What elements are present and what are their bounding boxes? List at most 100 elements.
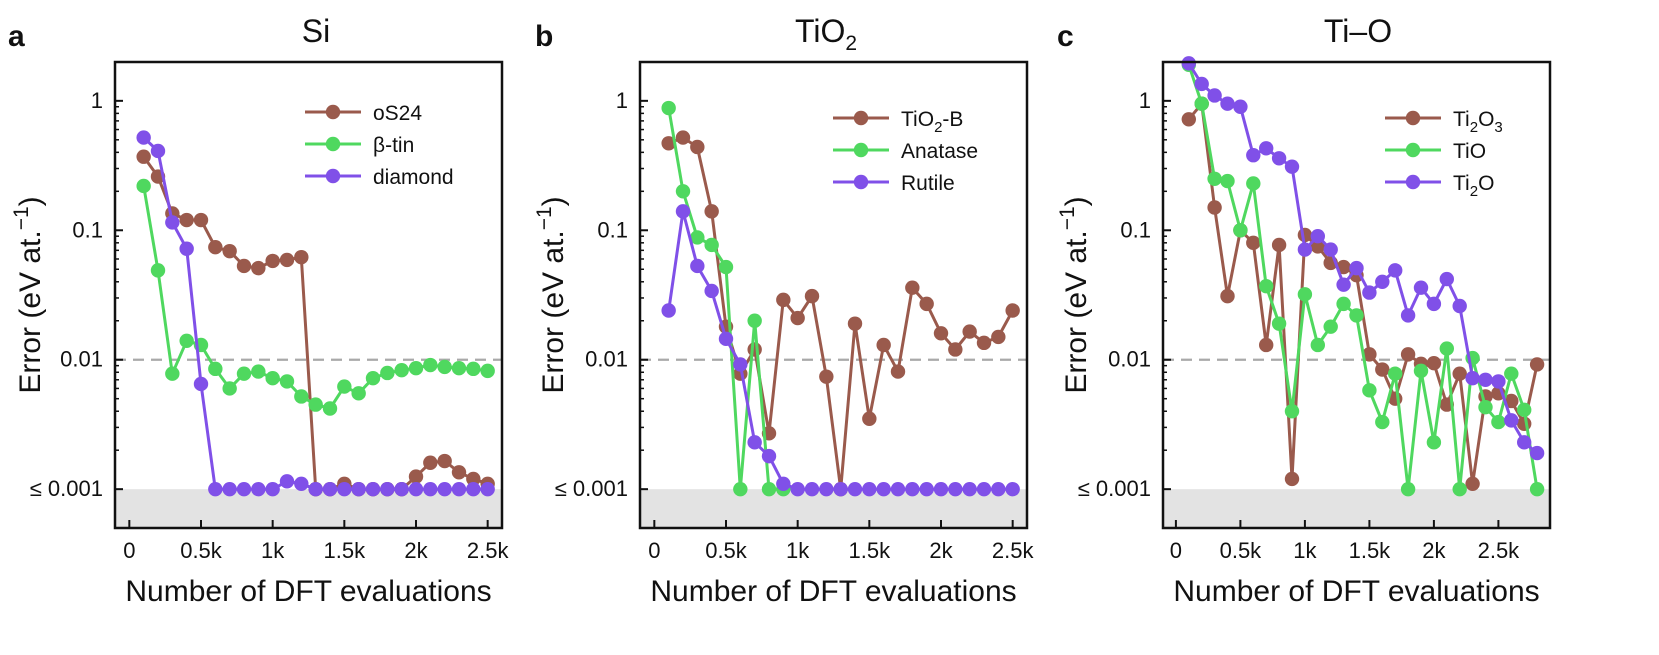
data-point bbox=[704, 283, 719, 299]
legend-marker bbox=[853, 142, 869, 158]
legend-marker bbox=[325, 168, 341, 184]
data-point bbox=[308, 481, 323, 497]
data-point bbox=[1478, 399, 1493, 415]
data-point bbox=[819, 481, 834, 497]
data-point bbox=[876, 337, 891, 353]
data-point bbox=[1504, 393, 1519, 409]
data-point bbox=[790, 310, 805, 326]
data-point bbox=[208, 240, 223, 255]
series-2 bbox=[661, 204, 1020, 497]
data-point bbox=[265, 253, 280, 269]
data-point bbox=[747, 435, 762, 450]
floor-region bbox=[115, 489, 502, 528]
data-point bbox=[1388, 366, 1403, 381]
legend-marker bbox=[1405, 142, 1421, 158]
data-point bbox=[236, 258, 252, 274]
legend-marker bbox=[853, 174, 869, 190]
data-point bbox=[222, 481, 237, 497]
series-2 bbox=[136, 130, 495, 497]
x-tick-label: 0.5k bbox=[1220, 538, 1263, 563]
data-point bbox=[1375, 414, 1390, 430]
data-point bbox=[1323, 242, 1338, 257]
data-point bbox=[862, 481, 877, 497]
panel-a: 0 0.5k 1k 1.5k 2k 2.5k 1 0.1 0.01 ≤ 0.001 a Si Numbe… bbox=[8, 13, 509, 608]
legend-label-subscript: 2 bbox=[1470, 119, 1478, 136]
data-point bbox=[819, 369, 834, 384]
legend-label: diamond bbox=[373, 166, 454, 189]
data-point bbox=[294, 389, 309, 404]
y-tick-label: 0.1 bbox=[1120, 217, 1151, 242]
x-tick-label: 1k bbox=[261, 538, 285, 563]
data-point bbox=[747, 342, 762, 357]
data-point bbox=[1388, 263, 1403, 278]
data-point bbox=[890, 481, 906, 497]
data-point bbox=[1246, 235, 1261, 251]
legend-item: Ti2O3 bbox=[1385, 108, 1503, 136]
data-point bbox=[208, 481, 223, 497]
data-point bbox=[704, 204, 719, 219]
data-point bbox=[747, 313, 762, 328]
series-0 bbox=[136, 149, 495, 497]
legend-label-text: β-tin bbox=[373, 134, 414, 157]
data-point bbox=[1529, 481, 1545, 497]
data-point bbox=[1271, 316, 1287, 331]
x-tick-label: 1.5k bbox=[849, 538, 892, 563]
data-point bbox=[451, 481, 467, 497]
data-point bbox=[394, 481, 409, 497]
data-point bbox=[1426, 356, 1442, 371]
data-point bbox=[704, 237, 719, 253]
data-point bbox=[251, 481, 266, 497]
data-point bbox=[919, 481, 934, 497]
data-point bbox=[1491, 414, 1506, 430]
legend-marker bbox=[1405, 174, 1421, 190]
data-point bbox=[193, 212, 209, 228]
y-tick-label: 0.1 bbox=[72, 217, 103, 242]
data-point bbox=[847, 316, 863, 331]
legend-marker bbox=[325, 136, 341, 152]
panel-title: Ti–O bbox=[1324, 13, 1392, 49]
data-point bbox=[408, 469, 424, 484]
data-point bbox=[365, 481, 381, 497]
data-point bbox=[1297, 242, 1313, 257]
data-point bbox=[380, 481, 395, 497]
y-axis-label: Error (eV at.−1) bbox=[1056, 196, 1093, 393]
data-point bbox=[394, 362, 409, 378]
data-point bbox=[1400, 481, 1416, 497]
legend-label-text: Anatase bbox=[901, 140, 978, 163]
data-point bbox=[236, 481, 252, 497]
data-point bbox=[1246, 148, 1261, 163]
x-tick-label: 0.5k bbox=[705, 538, 748, 563]
data-point bbox=[1207, 171, 1222, 186]
x-axis-label: Number of DFT evaluations bbox=[1173, 575, 1539, 608]
y-tick-label: 1 bbox=[1139, 88, 1151, 113]
data-point bbox=[337, 379, 352, 394]
x-axis-label: Number of DFT evaluations bbox=[650, 575, 1016, 608]
data-point bbox=[279, 474, 295, 489]
series-line bbox=[668, 136, 1015, 491]
y-tick-label: 0.1 bbox=[597, 217, 628, 242]
data-point bbox=[1259, 337, 1274, 353]
data-point bbox=[322, 481, 338, 497]
series-2 bbox=[1181, 56, 1545, 461]
data-point bbox=[1259, 278, 1274, 294]
data-point bbox=[1426, 296, 1442, 312]
data-point bbox=[1400, 347, 1416, 362]
data-point bbox=[150, 263, 166, 278]
x-tick-label: 2.5k bbox=[1478, 538, 1521, 563]
data-point bbox=[1504, 413, 1519, 428]
y-tick-label: 1 bbox=[616, 88, 628, 113]
data-point bbox=[1284, 159, 1300, 174]
data-point bbox=[1233, 99, 1248, 114]
data-point bbox=[790, 481, 805, 497]
legend-label-suffix: -B bbox=[942, 108, 963, 131]
legend-label: Rutile bbox=[901, 172, 955, 195]
data-point bbox=[1362, 285, 1377, 300]
legend-label: oS24 bbox=[373, 102, 422, 125]
data-point bbox=[1220, 288, 1235, 304]
legend-item: Anatase bbox=[833, 140, 978, 163]
legend-label: β-tin bbox=[373, 134, 414, 157]
legend-marker bbox=[853, 110, 869, 126]
data-point bbox=[761, 448, 777, 464]
y-axis-label-text: Error (eV at. bbox=[537, 230, 570, 393]
data-point bbox=[1375, 274, 1390, 289]
